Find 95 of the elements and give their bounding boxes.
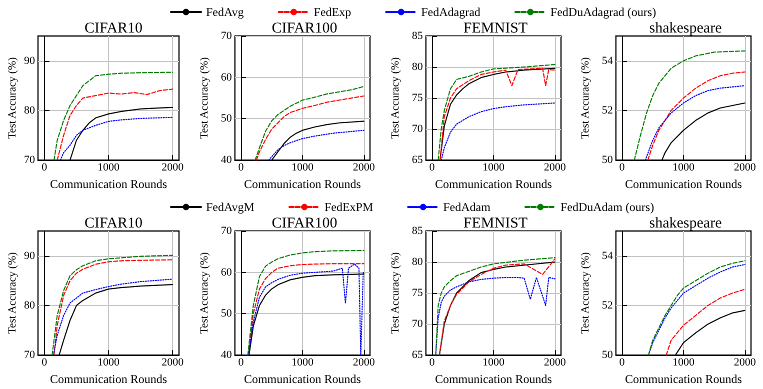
- legend-label: FedDuAdam (ours): [560, 200, 654, 214]
- y-tick-label: 75: [411, 92, 423, 104]
- line-series: [60, 116, 174, 161]
- y-tick-label: 90: [24, 249, 36, 262]
- chart-title: shakespeare: [650, 215, 722, 231]
- x-axis-title: Communication Rounds: [625, 372, 743, 386]
- y-axis-title: Test Accuracy (%): [580, 56, 592, 139]
- x-axis-title: Communication Rounds: [50, 177, 168, 191]
- line-series: [268, 130, 364, 161]
- y-tick-label: 70: [220, 224, 232, 236]
- legend-label: FedExp: [314, 5, 352, 19]
- y-tick-label: 52: [602, 298, 614, 311]
- line-series: [645, 85, 746, 161]
- x-tick-label: 0: [428, 162, 435, 174]
- line-series: [56, 88, 174, 161]
- y-tick-label: 70: [411, 123, 423, 136]
- x-tick-label: 0: [42, 162, 48, 174]
- y-tick-label: 80: [24, 104, 36, 116]
- x-tick-label: 2000: [162, 162, 184, 174]
- x-tick-label: 2000: [734, 356, 757, 368]
- x-axis-title: Communication Rounds: [434, 177, 552, 191]
- y-tick-label: 75: [411, 286, 423, 299]
- line-series: [634, 50, 746, 161]
- legend-label: FedAvg: [206, 5, 244, 19]
- y-tick-label: 65: [411, 154, 423, 166]
- y-tick-label: 52: [602, 104, 614, 116]
- y-tick-label: 80: [24, 298, 36, 311]
- legend-label: FedAdam: [443, 200, 492, 214]
- y-tick-label: 65: [411, 348, 423, 361]
- x-tick-label: 0: [238, 162, 244, 174]
- x-tick-label: 2000: [543, 356, 566, 368]
- chart-title: shakespeare: [650, 20, 722, 36]
- x-tick-label: 1000: [291, 356, 314, 368]
- x-tick-label: 0: [42, 356, 48, 368]
- chart-title: FEMNIST: [462, 215, 528, 231]
- line-series: [666, 288, 746, 356]
- x-axis-title: Communication Rounds: [244, 372, 362, 386]
- y-tick-label: 80: [411, 256, 423, 268]
- x-tick-label: 0: [238, 356, 244, 368]
- y-tick-label: 60: [220, 266, 232, 278]
- chart-title: CIFAR10: [84, 20, 143, 36]
- y-tick-label: 50: [220, 112, 232, 125]
- x-tick-label: 1000: [291, 162, 314, 174]
- legend-label: FedAvgM: [206, 200, 255, 214]
- x-axis-title: Communication Rounds: [434, 372, 552, 386]
- x-tick-label: 0: [428, 356, 435, 368]
- x-tick-label: 0: [620, 162, 626, 174]
- y-axis-title: Test Accuracy (%): [6, 56, 18, 139]
- y-tick-label: 50: [602, 348, 614, 361]
- chart-title: CIFAR10: [84, 215, 143, 231]
- line-series: [53, 72, 174, 161]
- legend-label: FedExPM: [324, 200, 374, 214]
- x-tick-label: 2000: [543, 162, 566, 174]
- y-tick-label: 70: [24, 348, 36, 361]
- y-tick-label: 54: [602, 54, 614, 67]
- x-axis-title: Communication Rounds: [50, 372, 168, 386]
- y-tick-label: 40: [220, 154, 232, 166]
- y-tick-label: 60: [220, 71, 232, 84]
- x-tick-label: 0: [620, 356, 626, 368]
- x-tick-label: 2000: [734, 162, 757, 174]
- x-tick-label: 1000: [672, 356, 696, 368]
- line-series: [648, 71, 746, 161]
- x-tick-label: 2000: [162, 356, 184, 368]
- x-tick-label: 1000: [98, 356, 120, 368]
- x-tick-label: 2000: [352, 162, 376, 174]
- chart-title: CIFAR100: [271, 215, 338, 231]
- x-tick-label: 1000: [482, 162, 504, 174]
- y-axis-title: Test Accuracy (%): [389, 251, 401, 334]
- y-tick-label: 80: [411, 61, 423, 74]
- x-axis-title: Communication Rounds: [625, 177, 743, 191]
- y-tick-label: 70: [24, 154, 36, 166]
- y-axis-title: Test Accuracy (%): [6, 251, 18, 334]
- y-axis-title: Test Accuracy (%): [580, 251, 592, 334]
- chart-title: CIFAR100: [271, 20, 338, 36]
- chart-title: FEMNIST: [462, 20, 528, 36]
- x-tick-label: 1000: [98, 162, 120, 174]
- x-axis-title: Communication Rounds: [244, 177, 362, 191]
- y-tick-label: 40: [220, 348, 232, 361]
- y-axis-title: Test Accuracy (%): [198, 56, 210, 139]
- line-series: [440, 102, 555, 161]
- y-tick-label: 70: [411, 318, 423, 330]
- y-tick-label: 50: [602, 154, 614, 166]
- y-tick-label: 85: [411, 30, 423, 42]
- x-tick-label: 2000: [352, 356, 376, 368]
- y-tick-label: 70: [220, 30, 232, 42]
- y-tick-label: 50: [220, 307, 232, 320]
- y-tick-label: 90: [24, 54, 36, 67]
- x-tick-label: 1000: [672, 162, 696, 174]
- y-tick-label: 54: [602, 249, 614, 262]
- y-axis-title: Test Accuracy (%): [389, 56, 401, 139]
- legend-label: FedDuAdagrad (ours): [550, 5, 656, 19]
- x-tick-label: 1000: [482, 356, 504, 368]
- y-axis-title: Test Accuracy (%): [198, 251, 210, 334]
- y-tick-label: 85: [411, 224, 423, 236]
- legend-label: FedAdagrad: [421, 5, 480, 19]
